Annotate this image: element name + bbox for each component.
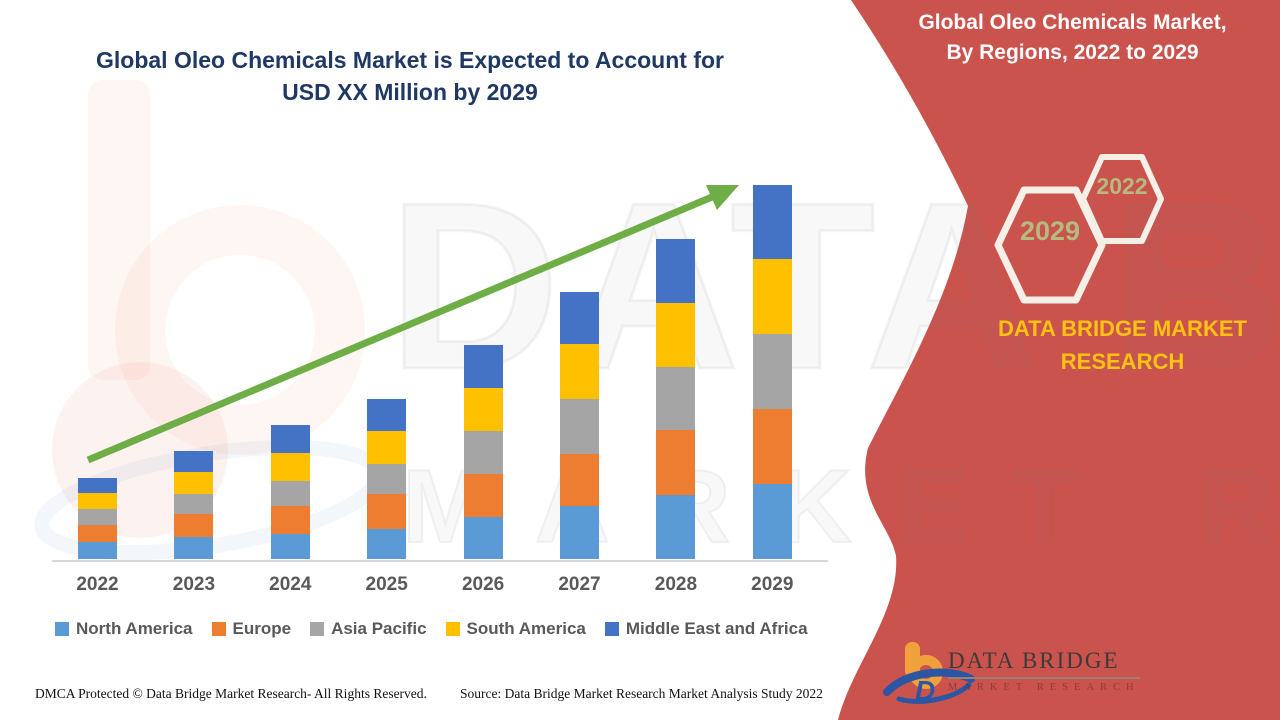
legend-swatch-north-america [55,622,69,636]
x-axis-label-2025: 2025 [365,574,408,595]
bar-segment-north-america-2024 [270,534,310,559]
bar-segment-asia-pacific-2022 [78,509,117,525]
legend-label-middle-east-and-africa: Middle East and Africa [625,619,808,638]
bar-segment-asia-pacific-2026 [463,431,503,474]
bar-segment-north-america-2025 [367,529,407,559]
legend-swatch-south-america [445,622,460,636]
right-panel-title-line1: Global Oleo Chemicals Market, [918,11,1227,34]
stacked-bar-2025 [367,399,407,559]
bar-segment-asia-pacific-2024 [270,481,310,506]
x-axis-label-2022: 2022 [76,574,119,595]
bar-segment-middle-east-and-africa-2026 [463,345,503,388]
bar-segment-middle-east-and-africa-2022 [78,478,117,493]
bar-segment-middle-east-and-africa-2028 [656,239,696,303]
stacked-bar-2027 [560,292,599,559]
bar-segment-north-america-2022 [78,542,117,559]
bar-segment-north-america-2026 [463,517,503,559]
bar-segment-north-america-2027 [560,506,599,559]
bar-segment-middle-east-and-africa-2027 [560,292,599,344]
legend-item-europe: Europe [211,619,292,639]
bar-segment-south-america-2024 [270,453,310,481]
bar-segment-europe-2026 [463,474,503,517]
data-bridge-logo-text: DATA BRIDGE MARKET RESEARCH [948,648,1140,693]
legend-label-asia-pacific: Asia Pacific [331,619,427,638]
chart-legend: North America Europe Asia Pacific South Ame… [55,619,808,639]
legend-swatch-middle-east-and-africa [604,622,619,636]
bar-segment-asia-pacific-2023 [174,494,214,514]
legend-label-north-america: North America [76,619,193,638]
bar-segment-middle-east-and-africa-2024 [270,425,310,453]
bar-segment-middle-east-and-africa-2029 [752,185,792,259]
chart-title-line1: Global Oleo Chemicals Market is Expected… [96,47,724,73]
legend-item-asia-pacific: Asia Pacific [310,619,427,639]
stacked-bar-2024 [270,425,310,559]
bar-segment-asia-pacific-2028 [656,367,696,430]
bar-segment-asia-pacific-2027 [560,399,599,454]
bar-segment-middle-east-and-africa-2025 [367,399,407,431]
bar-segment-north-america-2029 [752,484,792,559]
stacked-bar-2029 [752,185,792,559]
logo-swoosh-lower [896,682,972,704]
x-axis-label-2029: 2029 [751,574,794,595]
red-panel-shape [838,0,1280,720]
bar-segment-north-america-2028 [656,495,696,559]
stacked-bar-2023 [174,451,214,559]
x-axis-label-2026: 2026 [461,574,505,595]
bar-segment-europe-2028 [656,430,696,495]
footer-dmca-text: DMCA Protected © Data Bridge Market Rese… [35,686,427,701]
x-axis-label-2024: 2024 [269,574,312,595]
stacked-bar-2022 [78,478,117,559]
bar-segment-asia-pacific-2025 [367,464,407,494]
bar-segment-south-america-2025 [367,431,407,464]
stacked-bar-2028 [656,239,696,559]
bar-segment-europe-2029 [752,409,792,484]
bar-segment-asia-pacific-2029 [752,334,792,409]
brand-wordmark-line2: RESEARCH [1060,349,1185,374]
x-axis-label-2023: 2023 [172,574,216,595]
bar-segment-europe-2022 [78,525,117,542]
bar-segment-europe-2025 [367,494,407,529]
x-axis-label-2028: 2028 [654,574,698,595]
x-axis-line [52,560,828,562]
bar-segment-europe-2027 [560,454,599,506]
brand-wordmark-line1: DATA BRIDGE MARKET [998,316,1247,341]
right-panel-title: Global Oleo Chemicals Market, By Regions… [900,8,1245,68]
chart-title-line2: USD XX Million by 2029 [282,79,538,105]
legend-label-europe: Europe [232,619,292,638]
footer-source-text: Source: Data Bridge Market Research Mark… [460,686,823,701]
logo-name: DATA BRIDGE [948,648,1140,679]
bar-segment-europe-2023 [174,514,214,537]
bar-segment-south-america-2023 [174,472,214,494]
legend-item-south-america: South America [445,619,586,639]
legend-swatch-europe [211,622,226,636]
legend-item-middle-east-and-africa: Middle East and Africa [604,619,808,639]
x-axis-label-2027: 2027 [558,574,601,595]
data-bridge-logo-icon: D [883,642,975,706]
chart-title: Global Oleo Chemicals Market is Expected… [60,44,760,108]
legend-swatch-asia-pacific [310,622,325,636]
right-panel-title-line2: By Regions, 2022 to 2029 [946,41,1199,64]
bar-segment-south-america-2028 [656,303,696,367]
bar-segment-north-america-2023 [174,537,214,559]
legend-item-north-america: North America [55,619,193,639]
logo-subtitle: MARKET RESEARCH [948,682,1140,693]
stacked-bar-2026 [463,345,503,559]
bar-segment-south-america-2022 [78,493,117,509]
bar-segment-europe-2024 [270,506,310,534]
logo-d-glyph: D [915,675,935,706]
bar-segment-south-america-2029 [752,259,792,334]
legend-label-south-america: South America [466,619,586,638]
logo-swoosh-upper [883,668,975,696]
brand-wordmark: DATA BRIDGE MARKET RESEARCH [985,312,1260,378]
bar-segment-south-america-2027 [560,344,599,399]
bar-chart: 2022 2023 2024 2025 2026 2027 2028 2029 [76,185,794,595]
bar-segment-south-america-2026 [463,388,503,431]
bar-segment-middle-east-and-africa-2023 [174,451,214,472]
